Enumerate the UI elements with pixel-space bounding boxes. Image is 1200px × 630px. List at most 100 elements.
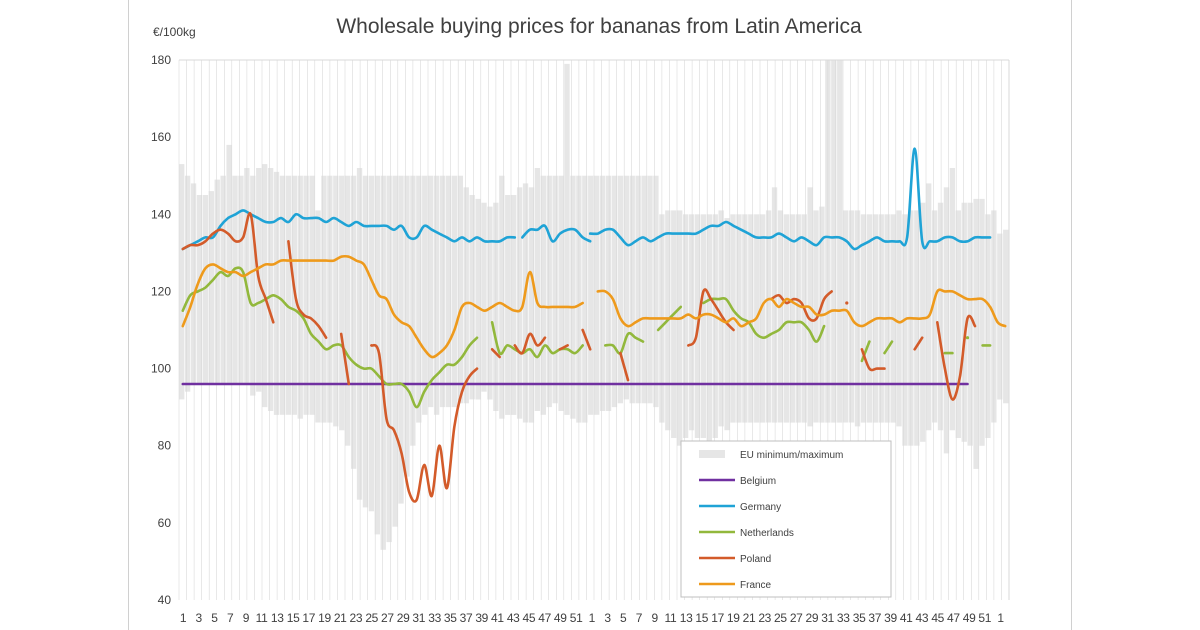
band-bar	[315, 210, 321, 423]
band-bar	[303, 175, 309, 415]
band-bar	[748, 214, 754, 423]
x-tick-label: 15	[695, 611, 708, 625]
band-bar	[285, 175, 292, 415]
band-bar	[943, 187, 950, 454]
band-bar	[374, 175, 380, 535]
band-bar	[611, 175, 618, 408]
band-bar	[949, 168, 956, 431]
band-bar	[558, 175, 564, 411]
y-tick-label: 100	[151, 362, 171, 376]
band-bar	[671, 210, 677, 438]
x-tick-label: 23	[350, 611, 363, 625]
band-bar	[866, 214, 873, 423]
band-bar	[961, 202, 967, 442]
x-tick-label: 29	[806, 611, 819, 625]
legend-box	[680, 440, 892, 598]
band-bar	[552, 175, 558, 404]
x-tick-label: 25	[365, 611, 378, 625]
band-bar	[534, 168, 541, 411]
x-tick-label: 19	[318, 611, 331, 625]
band-bar	[368, 175, 375, 512]
band-bar	[238, 175, 244, 384]
legend: EU minimum/maximum Belgium Germany Nethe…	[680, 440, 892, 598]
series-line-poland	[558, 344, 569, 351]
band-bar	[380, 175, 386, 550]
band-bar	[279, 175, 286, 415]
band-bar	[445, 175, 452, 408]
x-tick-label: 5	[211, 611, 218, 625]
y-tick-label: 140	[151, 207, 171, 221]
band-bar	[777, 210, 784, 423]
x-tick-label: 21	[743, 611, 756, 625]
series-line-netherlands	[490, 321, 584, 359]
band-bar	[528, 187, 535, 423]
band-bar	[902, 214, 908, 446]
band-bar	[599, 175, 606, 411]
band-bar	[297, 175, 303, 419]
band-bar	[843, 210, 849, 423]
band-bar	[190, 183, 197, 384]
x-tick-label: 43	[507, 611, 520, 625]
band-bar	[937, 202, 944, 431]
band-bar	[677, 210, 683, 446]
legend-swatch-band	[699, 450, 725, 458]
band-bar	[220, 175, 226, 384]
band-bar	[997, 233, 1003, 400]
x-tick-label: 9	[652, 611, 659, 625]
band-bar	[179, 164, 185, 400]
series-line-poland	[181, 211, 275, 324]
band-bar	[345, 175, 351, 446]
band-bar	[463, 187, 469, 404]
series-line-france	[596, 288, 1007, 328]
x-tick-label: 49	[963, 611, 976, 625]
legend-label-france: France	[740, 580, 772, 591]
band-bar	[588, 175, 594, 415]
x-tick-label: 9	[243, 611, 250, 625]
band-bar	[594, 175, 600, 415]
band-bar	[985, 214, 991, 438]
band-bar	[404, 175, 410, 477]
x-tick-label: 41	[900, 611, 913, 625]
band-bar	[428, 175, 434, 408]
y-axis-ticks: 40 60 80 100 120 140 160 180	[151, 53, 171, 607]
legend-label-belgium: Belgium	[740, 476, 776, 487]
series-line-poland	[339, 332, 351, 386]
series-line-germany	[521, 224, 592, 243]
band-bar	[499, 175, 505, 419]
band-bar	[926, 183, 932, 431]
series-line-poland	[936, 314, 977, 401]
band-bar	[250, 175, 256, 396]
band-bar	[813, 210, 819, 423]
band-bar	[392, 175, 398, 527]
band-bar	[653, 175, 659, 408]
band-bar	[967, 202, 973, 446]
band-bar	[641, 175, 647, 404]
series-line-germany	[181, 209, 517, 251]
y-tick-label: 60	[158, 516, 172, 530]
band-bar	[505, 195, 511, 415]
y-axis-unit-label: €/100kg	[153, 25, 196, 39]
line-chart: Wholesale buying prices for bananas from…	[151, 15, 1010, 625]
y-tick-label: 80	[158, 439, 172, 453]
band-bar	[202, 195, 209, 384]
series-line-poland	[287, 240, 328, 339]
band-bar	[309, 175, 315, 415]
band-bar	[688, 214, 695, 431]
x-tick-label: 29	[397, 611, 410, 625]
x-tick-label: 45	[523, 611, 536, 625]
x-tick-label: 13	[271, 611, 284, 625]
band-bar	[789, 214, 795, 423]
band-bar	[837, 60, 843, 423]
series-line-poland	[370, 343, 479, 503]
band-bar	[1003, 229, 1009, 404]
band-bar	[433, 175, 440, 415]
band-bar	[540, 175, 546, 415]
chart-title: Wholesale buying prices for bananas from…	[336, 15, 862, 38]
x-tick-label: 13	[680, 611, 693, 625]
chart-frame: Wholesale buying prices for bananas from…	[128, 0, 1072, 630]
band-bar	[350, 175, 357, 469]
band-bar	[439, 175, 446, 408]
band-bar	[570, 175, 576, 419]
band-bar	[267, 168, 274, 411]
series-line-netherlands	[883, 340, 894, 355]
